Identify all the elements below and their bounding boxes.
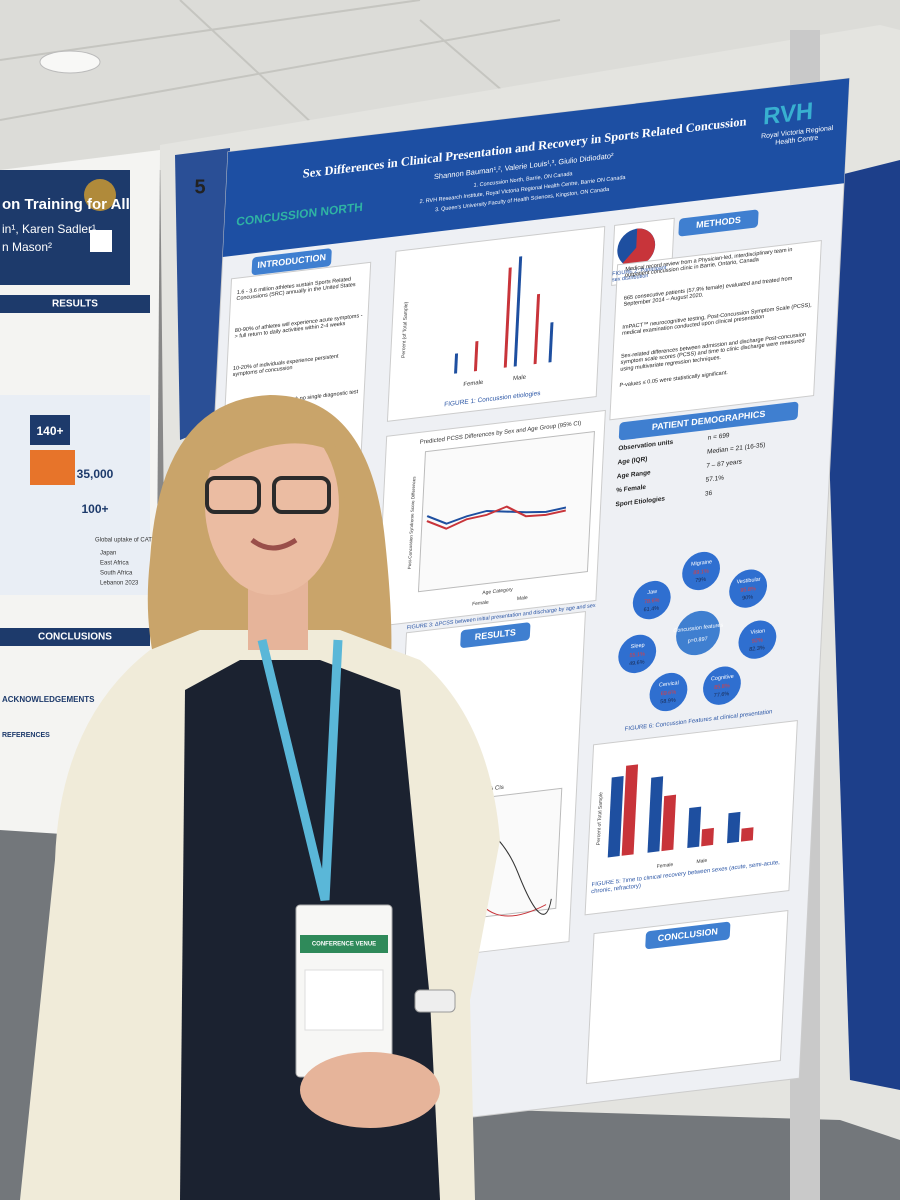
- demographics-cell: % Female: [616, 484, 647, 495]
- left-country: Japan: [100, 551, 116, 557]
- left-poster-authors: in¹, Karen Sadler¹,: [2, 222, 99, 236]
- left-poster-authors: n Mason²: [2, 240, 52, 254]
- feature-circle: [729, 569, 768, 608]
- feature-female: 95.8%: [740, 586, 756, 594]
- feature-center: Concussion features: [673, 622, 723, 634]
- feature-name: Migraine: [691, 559, 712, 567]
- feature-name: Vision: [750, 628, 765, 636]
- feature-male: 49.6%: [629, 659, 645, 667]
- left-poster-title: on Training for All: [2, 196, 130, 213]
- feature-male: 58.9%: [660, 698, 676, 706]
- figure4-title: 95% CIs: [481, 785, 504, 794]
- feature-female: 89.1%: [693, 569, 709, 577]
- board-panel: [175, 148, 230, 440]
- feature-name: Cervical: [659, 680, 679, 688]
- feature-male: 79%: [695, 577, 706, 584]
- left-country: South Africa: [100, 571, 133, 577]
- left-stat: 140+: [36, 424, 63, 438]
- feature-male: 82.3%: [749, 645, 765, 653]
- demographics-cell: 7 – 87 years: [706, 458, 743, 469]
- ceiling-light: [39, 50, 101, 74]
- left-heading: RESULTS: [52, 299, 98, 310]
- feature-female: 85.8%: [714, 683, 730, 691]
- heading-pill: [618, 401, 799, 441]
- figure5-legend: Male: [696, 858, 707, 865]
- feature-name: Sleep: [630, 643, 644, 651]
- figure3-ylabel: Post-Concussion Syndrome Score Differenc…: [407, 476, 417, 570]
- feature-circle: [703, 666, 741, 705]
- left-country: East Africa: [100, 561, 129, 567]
- feature-male: 90%: [742, 594, 753, 601]
- left-heading: CONCLUSIONS: [38, 632, 112, 643]
- ceiling-grid: [0, 0, 561, 141]
- feature-circle: [632, 580, 671, 620]
- badge-header: CONFERENCE VENUE: [312, 942, 376, 948]
- left-country: Lebanon 2023: [100, 581, 139, 587]
- feature-center-value: p=0.897: [688, 636, 708, 644]
- feature-circle: [676, 610, 720, 656]
- demographics-cell: 57.1%: [705, 475, 724, 484]
- heading-pill: [460, 622, 531, 648]
- left-stat: 35,000: [77, 467, 114, 481]
- demographics-cell: Age (IQR): [617, 456, 647, 467]
- left-heading: ACKNOWLEDGEMENTS: [2, 695, 95, 704]
- feature-name: Vestibular: [736, 577, 760, 586]
- heading-pill: [678, 209, 759, 237]
- feature-male: 61.4%: [643, 606, 659, 614]
- person: [20, 395, 500, 1200]
- logo-right: RVH: [763, 98, 814, 131]
- feature-male: 77.6%: [714, 691, 730, 699]
- figure3-legend: Female: [472, 599, 489, 607]
- figure1-legend: Female: [463, 380, 484, 388]
- heading-pill: [251, 248, 332, 276]
- feature-circle: [682, 551, 721, 591]
- demographics-cell: n = 699: [708, 432, 730, 442]
- badge: [295, 904, 393, 1078]
- feature-female: 69.6%: [660, 690, 676, 698]
- feature-circle: [649, 672, 688, 712]
- figure5-ylabel: Percent of Total Sample: [596, 792, 605, 846]
- feature-circle: [738, 620, 777, 659]
- demographics-cell: 36: [705, 490, 713, 498]
- left-stat: 100+: [81, 502, 108, 516]
- figure1-legend: Male: [513, 375, 527, 383]
- feature-circle: [618, 634, 657, 674]
- feature-female: 55.1%: [629, 651, 645, 659]
- left-uptake: Global uptake of CATT:: [95, 538, 157, 544]
- board-panel: [820, 160, 900, 1090]
- figure3-xlabel: Age Category: [482, 587, 513, 597]
- left-heading: REFERENCES: [2, 732, 50, 739]
- feature-female: 78.6%: [644, 598, 660, 606]
- section-heading: RESULTS: [475, 627, 517, 642]
- board-number: 5: [194, 176, 205, 198]
- left-poster: on Training for All in¹, Karen Sadler¹, n …: [0, 150, 160, 840]
- demographics-cell: Age Range: [617, 469, 651, 480]
- figure1-ylabel: Percent (of Total Sample): [401, 301, 410, 358]
- feature-name: Cognitive: [711, 674, 734, 683]
- feature-name: Jaw: [647, 589, 657, 596]
- heading-pill: [645, 921, 731, 949]
- feature-female: 92%: [752, 637, 763, 644]
- figure5-legend: Female: [657, 862, 674, 870]
- figure3-legend: Male: [517, 595, 528, 602]
